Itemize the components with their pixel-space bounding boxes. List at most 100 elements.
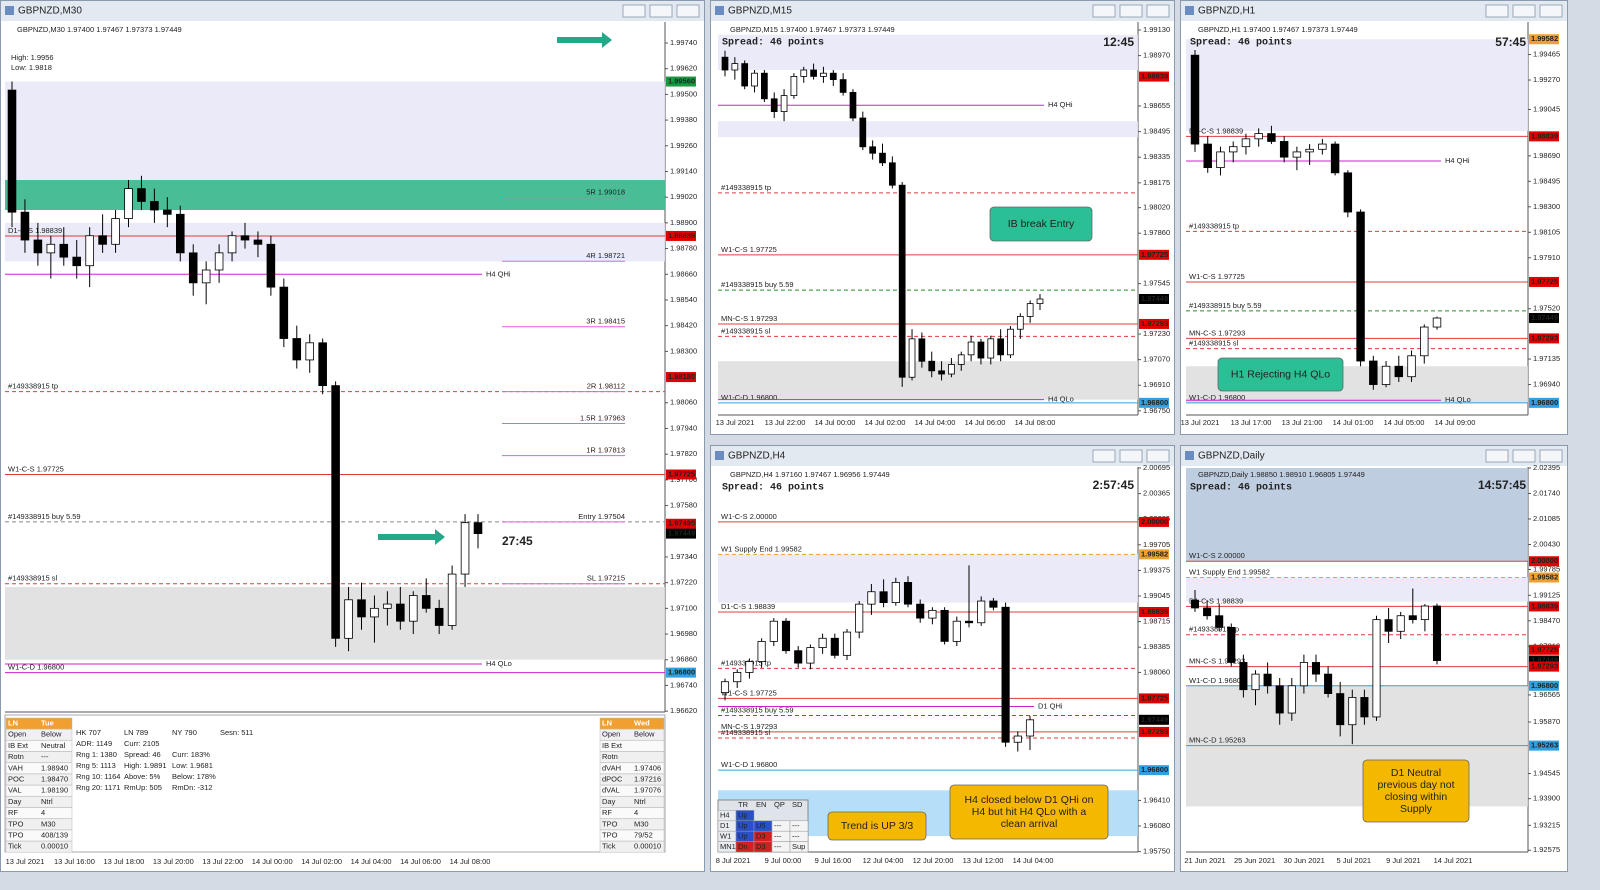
- level-label: W1-C-D 1.96800: [721, 760, 777, 769]
- level-label: D1-C-S 1.98839: [721, 602, 775, 611]
- window-min-button[interactable]: [622, 4, 646, 18]
- candle-body: [806, 647, 815, 664]
- table-cell: RF: [8, 808, 18, 817]
- price-zone: [1186, 39, 1528, 131]
- candle-body: [964, 620, 974, 624]
- price-tag: [1529, 131, 1559, 142]
- level-label: #149338915 tp: [8, 382, 58, 391]
- window-max-button[interactable]: [1512, 449, 1536, 463]
- candle-body: [1007, 328, 1014, 356]
- x-tick-label: 14 Jul 08:00: [1015, 418, 1056, 427]
- price-tag-label: 1.98839: [1141, 607, 1168, 616]
- session-stat: Sesn: 511: [220, 728, 253, 737]
- y-tick-label: 1.97070: [1143, 355, 1170, 364]
- window-min-button[interactable]: [1092, 4, 1116, 18]
- y-tick-label: 1.99260: [670, 141, 697, 150]
- window-title: GBPNZD,H1: [1198, 6, 1256, 17]
- window-icon: [715, 451, 724, 460]
- y-tick-label: 1.98660: [670, 269, 697, 278]
- candle-body: [1036, 298, 1044, 305]
- candle-body: [72, 256, 82, 267]
- window-max-button[interactable]: [1119, 449, 1143, 463]
- session-stat: LN 789: [124, 728, 148, 737]
- y-tick-label: 1.93215: [1533, 820, 1560, 829]
- price-tag: [1139, 71, 1169, 82]
- x-tick-label: 30 Jun 2021: [1284, 856, 1325, 865]
- window-title: GBPNZD,M15: [728, 6, 792, 17]
- level-label: SL 1.97215: [587, 574, 625, 583]
- level-label: #149338915 buy 5.59: [721, 706, 794, 715]
- price-tag-label: 1.98839: [1141, 72, 1168, 81]
- window-max-button[interactable]: [1119, 4, 1143, 18]
- level-label: #149338915 buy 5.59: [8, 512, 81, 521]
- table-cell: Tick: [8, 842, 22, 851]
- window-close-button[interactable]: [1146, 4, 1170, 18]
- level-label: #149338915 buy 5.59: [721, 280, 794, 289]
- price-tag-label: 1.97293: [1141, 727, 1168, 736]
- table-cell: POC: [8, 774, 25, 783]
- candle-body: [279, 286, 289, 339]
- price-zone: [718, 361, 1138, 400]
- table-cell: ---: [41, 752, 49, 761]
- x-tick-label: 13 Jul 12:00: [963, 856, 1004, 865]
- trend-cell-text: ---: [792, 831, 800, 840]
- window-max-button[interactable]: [649, 4, 673, 18]
- table-cell: Day: [602, 797, 616, 806]
- y-tick-label: 1.95870: [1533, 717, 1560, 726]
- candle-body: [916, 603, 925, 619]
- price-tag-label: 1.97725: [1531, 277, 1558, 286]
- level-label: #149338915 sl: [1189, 339, 1239, 348]
- price-zone: [718, 34, 1138, 71]
- candle-body: [794, 650, 803, 664]
- window-min-button[interactable]: [1485, 449, 1509, 463]
- window-close-button[interactable]: [1539, 449, 1563, 463]
- window-close-button[interactable]: [1146, 449, 1170, 463]
- level-label: W1-C-S 1.97725: [1189, 272, 1245, 281]
- candle-body: [1203, 143, 1212, 168]
- table-row: [5, 840, 73, 853]
- candle-body: [318, 342, 327, 387]
- window-close-button[interactable]: [676, 4, 700, 18]
- price-zone: [1186, 468, 1528, 562]
- candle-body: [1420, 605, 1429, 621]
- candle-body: [1190, 54, 1200, 145]
- x-tick-label: 9 Jul 00:00: [765, 856, 802, 865]
- window-min-button[interactable]: [1485, 4, 1509, 18]
- y-tick-label: 2.01085: [1533, 514, 1560, 523]
- x-tick-label: 14 Jul 00:00: [252, 857, 293, 866]
- callout-text: Trend is UP 3/3: [841, 820, 914, 832]
- window-max-button[interactable]: [1512, 4, 1536, 18]
- level-label: H4 QLo: [1048, 395, 1074, 404]
- price-tag-label: 1.97449: [668, 529, 695, 538]
- candle-body: [989, 600, 998, 608]
- y-tick-label: 1.96565: [1533, 690, 1560, 699]
- y-tick-label: 1.98470: [1533, 616, 1560, 625]
- level-label: 1.5R 1.97963: [580, 414, 625, 423]
- candle-body: [1407, 355, 1416, 378]
- price-tag-label: 1.98839: [1531, 131, 1558, 140]
- level-label: D1-C-S 1.98839: [1189, 596, 1243, 605]
- price-tag-label: 1.97495: [668, 519, 695, 528]
- level-label: D1-C-S 1.98839: [8, 226, 62, 235]
- price-tag-label: 1.96800: [1141, 765, 1168, 774]
- y-tick-label: 1.99125: [1533, 590, 1560, 599]
- y-tick-label: 1.99465: [1533, 50, 1560, 59]
- price-tag-label: 1.97725: [1141, 693, 1168, 702]
- price-tag-label: 1.98839: [1531, 601, 1558, 610]
- candle-body: [1267, 133, 1276, 142]
- session-stat: RmDn: -312: [172, 783, 212, 792]
- price-tag: [1529, 397, 1559, 408]
- candle-body: [745, 661, 754, 673]
- pointer-arrow: [557, 32, 612, 48]
- price-tag: [1529, 601, 1559, 612]
- table-cell: dVAL: [602, 786, 620, 795]
- x-tick-label: 9 Jul 2021: [1386, 856, 1421, 865]
- price-tag: [666, 667, 696, 678]
- window-close-button[interactable]: [1539, 4, 1563, 18]
- window-min-button[interactable]: [1092, 449, 1116, 463]
- candle-body: [1394, 365, 1404, 378]
- chart-header: GBPNZD,M15 1.97400 1.97467 1.97373 1.974…: [730, 25, 895, 34]
- spread-label: Spread: 46 points: [1190, 37, 1292, 49]
- table-cell: Ntrl: [41, 797, 53, 806]
